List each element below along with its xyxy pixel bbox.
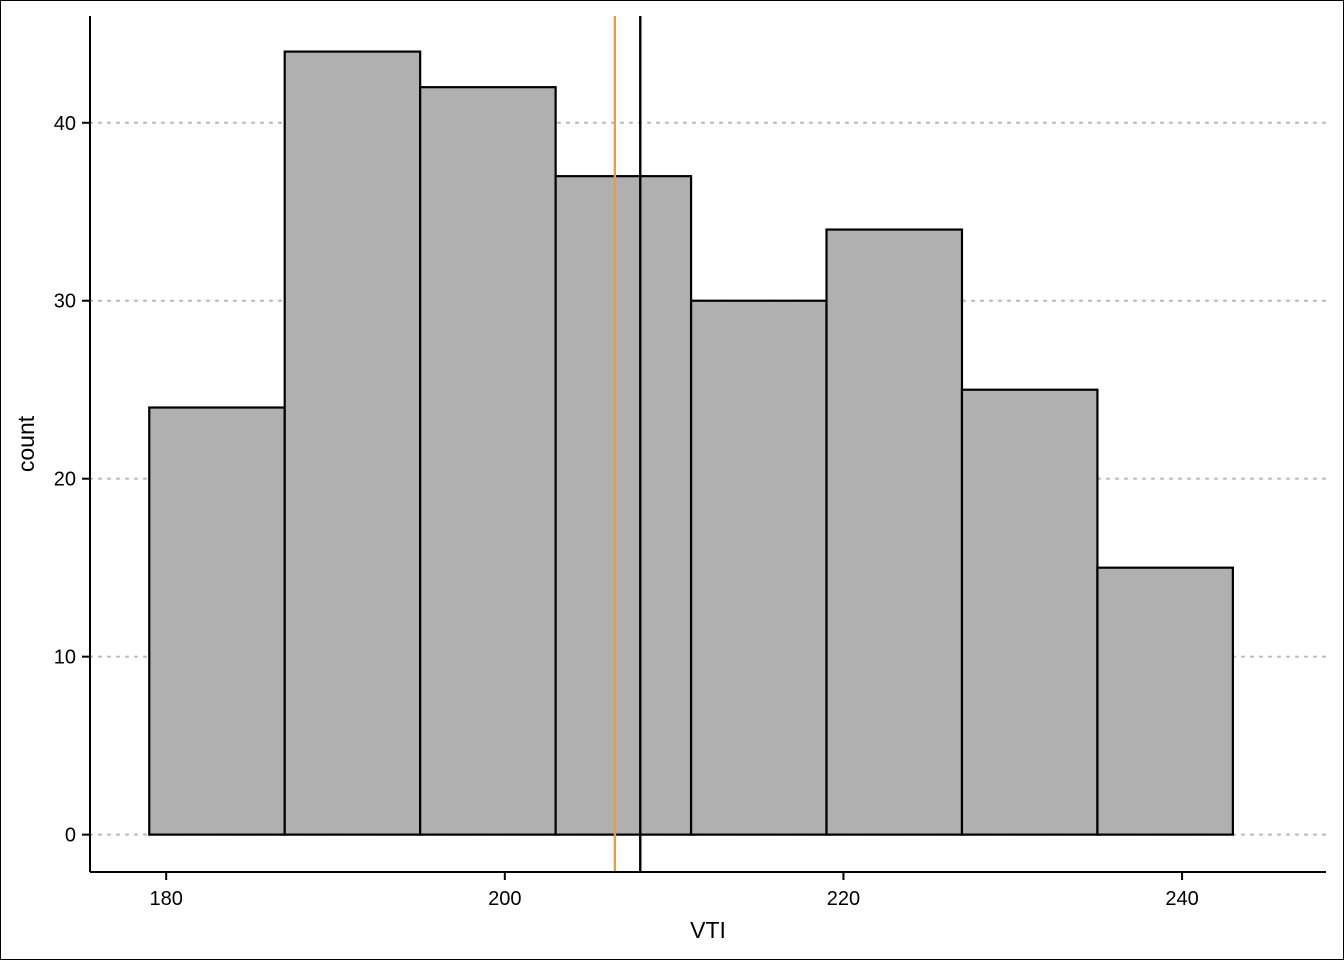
histogram-bar — [960, 388, 1099, 836]
x-tick-label: 180 — [150, 888, 183, 910]
histogram-bar — [689, 299, 828, 836]
histogram-bar — [283, 50, 422, 836]
y-tick-label: 20 — [54, 469, 76, 491]
histogram-bar — [148, 406, 286, 836]
reference-lines — [613, 16, 642, 872]
histogram-bar — [554, 175, 693, 836]
y-axis-title: count — [13, 415, 39, 472]
y-tick-label: 30 — [54, 291, 76, 313]
x-axis-title: VTI — [690, 917, 726, 943]
y-tick-label: 40 — [54, 113, 76, 135]
y-tick-label: 10 — [54, 647, 76, 669]
y-tick-label: 0 — [65, 825, 76, 847]
histogram-bar — [825, 228, 964, 836]
x-tick-label: 220 — [827, 888, 860, 910]
histogram-bar — [419, 86, 557, 836]
x-tick-label: 240 — [1165, 888, 1198, 910]
bar-layer — [148, 50, 1234, 836]
axes — [89, 16, 1326, 873]
histogram-bar — [1096, 566, 1234, 836]
x-tick-label: 200 — [488, 888, 521, 910]
tick-layer: 0 10 20 30 40 180 200 220 240 — [54, 113, 1199, 910]
